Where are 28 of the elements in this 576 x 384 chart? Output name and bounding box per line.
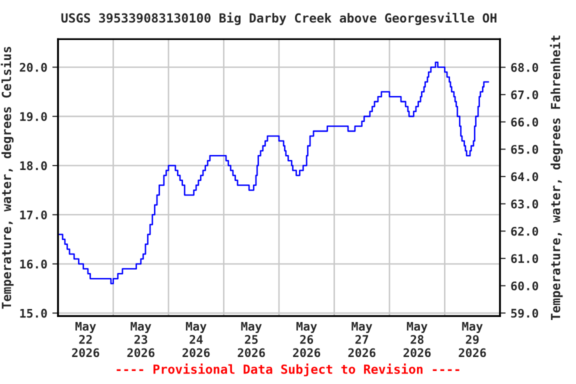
y-axis-title: Temperature, water, degrees Celsius [0, 46, 14, 309]
x-tick-label: May 23 2026 [127, 322, 154, 358]
y2-tick-label: 62.0 [511, 226, 538, 236]
x-tick-label: May 27 2026 [348, 322, 376, 358]
y-tick-label: 18.0 [20, 161, 47, 170]
y2-tick-label: 61.0 [511, 254, 538, 264]
chart-title: USGS 395339083130100 Big Darby Creek above Georgesville OH [61, 12, 496, 26]
y2-tick-label: 59.0 [511, 308, 538, 318]
x-tick-label: May 25 2026 [238, 322, 265, 358]
y2-tick-label: 68.0 [511, 63, 538, 72]
y-tick-label: 16.0 [20, 260, 47, 269]
y2-tick-label: 67.0 [511, 90, 538, 100]
y-tick-label: 15.0 [20, 308, 47, 318]
x-tick-label: May 28 2026 [404, 322, 431, 358]
y2-tick-label: 63.0 [511, 200, 538, 208]
y-tick-label: 17.0 [20, 210, 47, 220]
x-tick-label: May 24 2026 [182, 322, 210, 358]
x-tick-label: May 26 2026 [293, 322, 320, 358]
y-tick-label: 20.0 [20, 62, 47, 72]
y-tick-label: 19.0 [20, 112, 47, 122]
y2-tick-label: 66.0 [511, 118, 538, 127]
x-tick-label: May 22 2026 [72, 322, 100, 358]
x-tick-label: May 29 2026 [458, 322, 486, 358]
text: ---- Provisional Data Subject to Revision ---- [116, 364, 460, 376]
y2-axis-title: Temperature, water, degrees Fahrenheit [550, 36, 563, 320]
y2-tick-label: 60.0 [511, 281, 538, 290]
y2-tick-label: 65.0 [511, 144, 538, 154]
y2-tick-label: 64.0 [511, 172, 538, 182]
